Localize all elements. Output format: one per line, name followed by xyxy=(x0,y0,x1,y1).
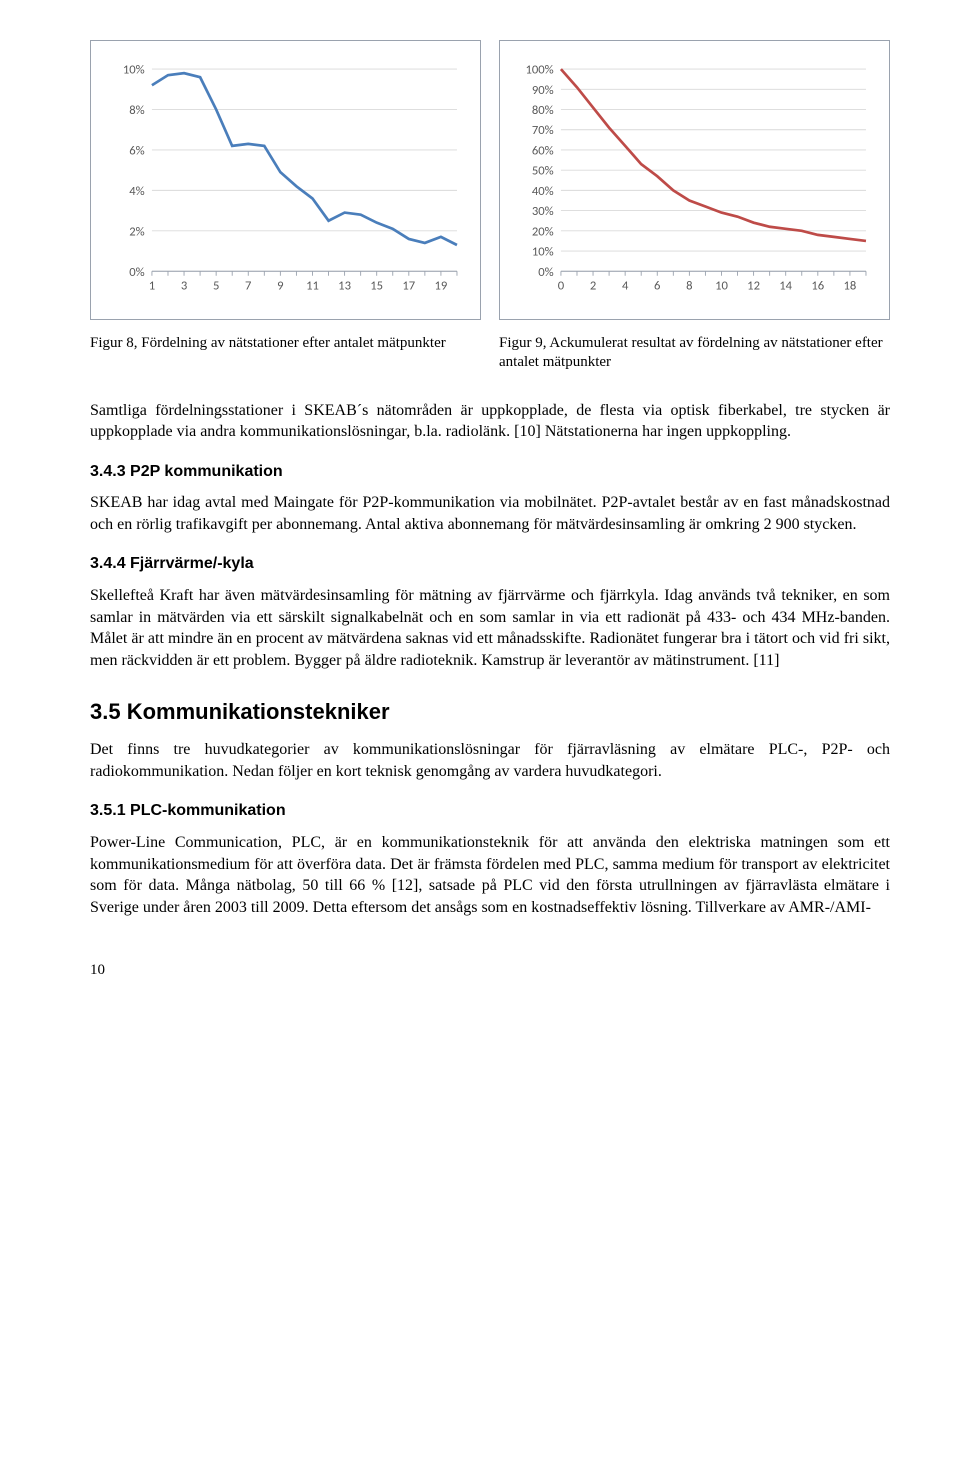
svg-text:15: 15 xyxy=(370,278,383,293)
heading-3-5: 3.5 Kommunikationstekniker xyxy=(90,697,890,727)
chart-right-svg: 0% 10% 20% 30% 40% 50% 60% 70% 80% 90% 100% 0 2 4 6 8 10… xyxy=(514,51,875,311)
svg-text:14: 14 xyxy=(779,278,792,293)
svg-text:10: 10 xyxy=(715,278,728,293)
svg-text:100%: 100% xyxy=(525,63,553,78)
svg-text:4: 4 xyxy=(622,278,629,293)
svg-text:60%: 60% xyxy=(532,143,554,158)
captions-row: Figur 8, Fördelning av nätstationer efte… xyxy=(90,334,890,372)
svg-text:13: 13 xyxy=(338,278,351,293)
svg-text:7: 7 xyxy=(245,278,251,293)
svg-text:20%: 20% xyxy=(532,224,554,239)
paragraph-plc: Power-Line Communication, PLC, är en kom… xyxy=(90,832,890,918)
svg-text:70%: 70% xyxy=(532,123,554,138)
svg-text:16: 16 xyxy=(811,278,824,293)
chart-left-box: 0%2%4%6%8%10%135791113151719 xyxy=(90,40,481,320)
caption-left: Figur 8, Fördelning av nätstationer efte… xyxy=(90,334,481,372)
svg-text:2: 2 xyxy=(590,278,596,293)
caption-right: Figur 9, Ackumulerat resultat av fördeln… xyxy=(499,334,890,372)
svg-text:8%: 8% xyxy=(129,103,144,118)
svg-text:30%: 30% xyxy=(532,204,554,219)
charts-row: 0%2%4%6%8%10%135791113151719 0%10%20%30%… xyxy=(90,40,890,320)
svg-text:80%: 80% xyxy=(532,103,554,118)
svg-text:17: 17 xyxy=(402,278,415,293)
svg-text:0%: 0% xyxy=(129,265,144,280)
svg-text:6%: 6% xyxy=(129,143,144,158)
svg-text:6: 6 xyxy=(654,278,660,293)
paragraph-35: Det finns tre huvudkategorier av kommuni… xyxy=(90,739,890,782)
svg-text:11: 11 xyxy=(306,278,319,293)
svg-text:19: 19 xyxy=(435,278,448,293)
svg-text:9: 9 xyxy=(277,278,283,293)
svg-text:0: 0 xyxy=(558,278,565,293)
svg-text:10%: 10% xyxy=(123,63,145,78)
svg-text:5: 5 xyxy=(213,278,219,293)
svg-text:3: 3 xyxy=(181,278,187,293)
chart-right-box: 0% 10% 20% 30% 40% 50% 60% 70% 80% 90% 100% 0 2 4 6 8 10… xyxy=(499,40,890,320)
svg-text:0%: 0% xyxy=(538,265,553,280)
svg-text:1: 1 xyxy=(149,278,155,293)
paragraph-intro: Samtliga fördelningsstationer i SKEAB´s … xyxy=(90,400,890,443)
svg-text:2%: 2% xyxy=(129,224,144,239)
paragraph-fjarr: Skellefteå Kraft har även mätvärdesinsam… xyxy=(90,585,890,671)
chart-left-svg: 0%2%4%6%8%10%135791113151719 xyxy=(105,51,466,311)
page-number: 10 xyxy=(90,960,890,980)
heading-3-5-1: 3.5.1 PLC-kommunikation xyxy=(90,800,890,822)
svg-text:10%: 10% xyxy=(532,245,554,260)
svg-text:8: 8 xyxy=(686,278,692,293)
svg-text:12: 12 xyxy=(747,278,760,293)
svg-text:50%: 50% xyxy=(532,164,554,179)
heading-3-4-4: 3.4.4 Fjärrvärme/-kyla xyxy=(90,553,890,575)
svg-text:40%: 40% xyxy=(532,184,554,199)
paragraph-p2p: SKEAB har idag avtal med Maingate för P2… xyxy=(90,492,890,535)
svg-text:4%: 4% xyxy=(129,184,144,199)
svg-text:18: 18 xyxy=(844,278,857,293)
svg-text:90%: 90% xyxy=(532,83,554,98)
heading-3-4-3: 3.4.3 P2P kommunikation xyxy=(90,461,890,483)
